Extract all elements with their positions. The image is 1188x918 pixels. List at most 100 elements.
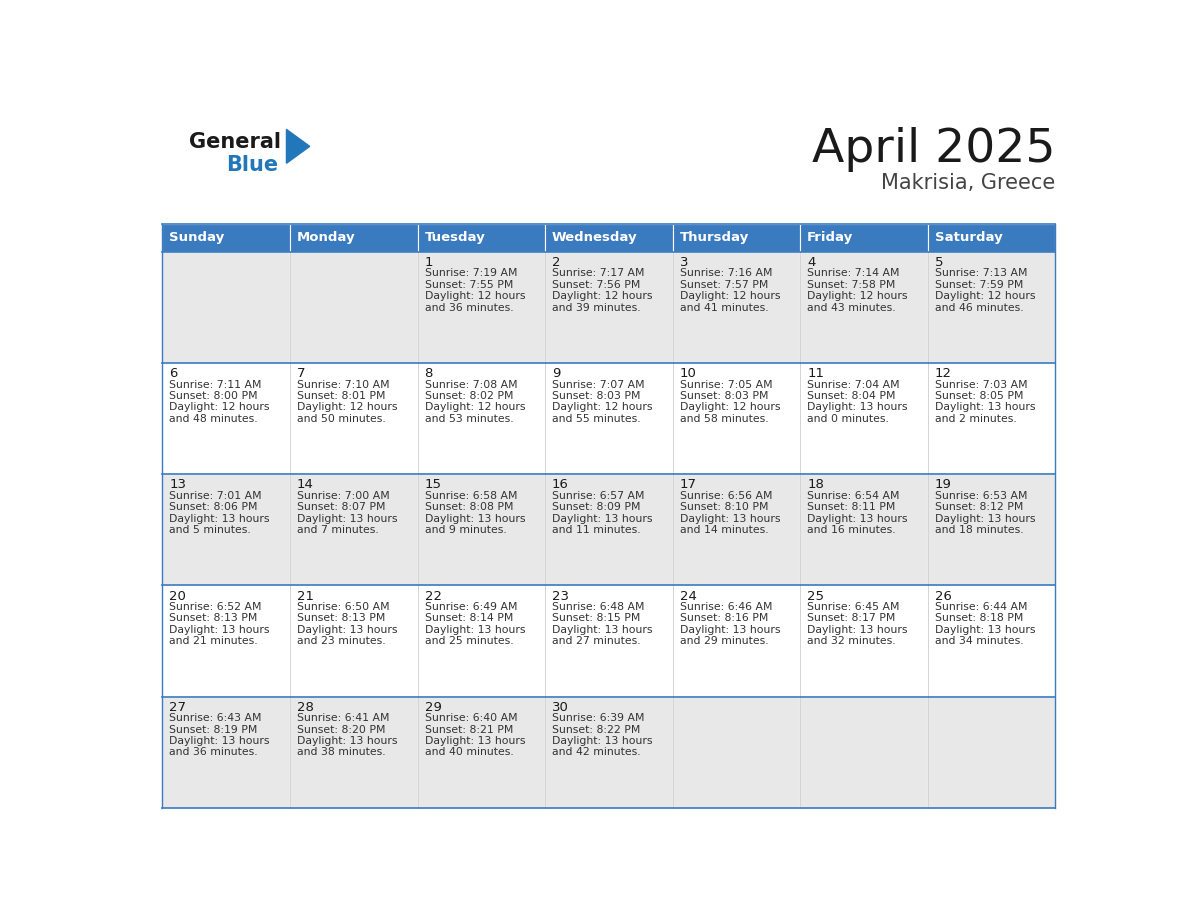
Text: Sunrise: 7:19 AM: Sunrise: 7:19 AM	[424, 268, 517, 278]
Text: 11: 11	[807, 367, 824, 380]
Text: 7: 7	[297, 367, 305, 380]
Bar	[545, 475, 672, 586]
Text: Daylight: 12 hours: Daylight: 12 hours	[935, 291, 1035, 301]
Bar	[290, 475, 417, 586]
Text: Sunset: 8:00 PM: Sunset: 8:00 PM	[170, 391, 258, 401]
Text: 10: 10	[680, 367, 696, 380]
Text: 1: 1	[424, 256, 432, 269]
Text: Sunset: 7:55 PM: Sunset: 7:55 PM	[424, 280, 513, 290]
Text: Daylight: 12 hours: Daylight: 12 hours	[552, 291, 652, 301]
Bar	[672, 252, 801, 363]
Text: Daylight: 13 hours: Daylight: 13 hours	[297, 625, 398, 634]
Text: Sunset: 8:10 PM: Sunset: 8:10 PM	[680, 502, 769, 512]
Text: 13: 13	[170, 478, 187, 491]
Bar	[417, 475, 545, 586]
Text: Sunset: 8:05 PM: Sunset: 8:05 PM	[935, 391, 1023, 401]
Text: and 43 minutes.: and 43 minutes.	[807, 303, 896, 313]
Text: and 48 minutes.: and 48 minutes.	[170, 414, 258, 424]
Text: Sunrise: 7:05 AM: Sunrise: 7:05 AM	[680, 379, 772, 389]
Text: Daylight: 12 hours: Daylight: 12 hours	[807, 291, 908, 301]
Text: and 38 minutes.: and 38 minutes.	[297, 747, 386, 757]
Text: 14: 14	[297, 478, 314, 491]
Text: and 2 minutes.: and 2 minutes.	[935, 414, 1017, 424]
Polygon shape	[286, 129, 310, 163]
Bar	[801, 252, 928, 363]
Text: and 29 minutes.: and 29 minutes.	[680, 636, 769, 646]
Bar	[163, 697, 290, 808]
Text: Daylight: 13 hours: Daylight: 13 hours	[807, 402, 908, 412]
Text: Daylight: 12 hours: Daylight: 12 hours	[680, 291, 781, 301]
Text: Daylight: 13 hours: Daylight: 13 hours	[680, 513, 781, 523]
Text: and 53 minutes.: and 53 minutes.	[424, 414, 513, 424]
Text: Sunrise: 7:14 AM: Sunrise: 7:14 AM	[807, 268, 899, 278]
Text: 27: 27	[170, 700, 187, 714]
Text: 24: 24	[680, 589, 696, 602]
Text: and 46 minutes.: and 46 minutes.	[935, 303, 1023, 313]
Text: Sunrise: 7:04 AM: Sunrise: 7:04 AM	[807, 379, 899, 389]
Text: Makrisia, Greece: Makrisia, Greece	[881, 174, 1055, 194]
Text: Sunset: 8:13 PM: Sunset: 8:13 PM	[297, 613, 385, 623]
Text: Sunrise: 7:07 AM: Sunrise: 7:07 AM	[552, 379, 645, 389]
Text: Sunset: 8:20 PM: Sunset: 8:20 PM	[297, 724, 385, 734]
Bar	[928, 363, 1055, 475]
Text: General: General	[189, 131, 280, 151]
Text: Daylight: 13 hours: Daylight: 13 hours	[935, 402, 1035, 412]
Text: Sunset: 8:04 PM: Sunset: 8:04 PM	[807, 391, 896, 401]
Bar	[928, 586, 1055, 697]
Text: Sunrise: 6:46 AM: Sunrise: 6:46 AM	[680, 602, 772, 612]
Text: 6: 6	[170, 367, 178, 380]
Bar	[545, 586, 672, 697]
Text: and 16 minutes.: and 16 minutes.	[807, 525, 896, 535]
Text: April 2025: April 2025	[811, 127, 1055, 172]
Text: 19: 19	[935, 478, 952, 491]
Text: Sunrise: 6:56 AM: Sunrise: 6:56 AM	[680, 491, 772, 501]
Text: Tuesday: Tuesday	[424, 231, 485, 244]
Text: Sunrise: 6:58 AM: Sunrise: 6:58 AM	[424, 491, 517, 501]
Text: and 5 minutes.: and 5 minutes.	[170, 525, 251, 535]
Text: and 11 minutes.: and 11 minutes.	[552, 525, 640, 535]
Text: Sunrise: 7:01 AM: Sunrise: 7:01 AM	[170, 491, 263, 501]
Bar	[163, 224, 290, 252]
Text: Daylight: 13 hours: Daylight: 13 hours	[552, 736, 652, 746]
Text: Sunset: 8:17 PM: Sunset: 8:17 PM	[807, 613, 896, 623]
Bar	[801, 697, 928, 808]
Text: Daylight: 12 hours: Daylight: 12 hours	[297, 402, 398, 412]
Bar	[672, 697, 801, 808]
Text: Sunrise: 6:45 AM: Sunrise: 6:45 AM	[807, 602, 899, 612]
Text: 16: 16	[552, 478, 569, 491]
Text: Sunrise: 6:44 AM: Sunrise: 6:44 AM	[935, 602, 1028, 612]
Text: Sunset: 8:22 PM: Sunset: 8:22 PM	[552, 724, 640, 734]
Text: Sunrise: 7:08 AM: Sunrise: 7:08 AM	[424, 379, 517, 389]
Text: 17: 17	[680, 478, 696, 491]
Bar	[290, 363, 417, 475]
Text: and 55 minutes.: and 55 minutes.	[552, 414, 640, 424]
Text: Sunrise: 7:03 AM: Sunrise: 7:03 AM	[935, 379, 1028, 389]
Text: Sunrise: 6:40 AM: Sunrise: 6:40 AM	[424, 713, 517, 723]
Text: 9: 9	[552, 367, 561, 380]
Text: Monday: Monday	[297, 231, 355, 244]
Bar	[672, 475, 801, 586]
Text: Sunset: 8:09 PM: Sunset: 8:09 PM	[552, 502, 640, 512]
Text: and 40 minutes.: and 40 minutes.	[424, 747, 513, 757]
Text: Sunset: 8:02 PM: Sunset: 8:02 PM	[424, 391, 513, 401]
Text: and 14 minutes.: and 14 minutes.	[680, 525, 769, 535]
Text: Daylight: 13 hours: Daylight: 13 hours	[552, 625, 652, 634]
Text: Sunset: 8:03 PM: Sunset: 8:03 PM	[552, 391, 640, 401]
Text: and 0 minutes.: and 0 minutes.	[807, 414, 889, 424]
Text: Daylight: 12 hours: Daylight: 12 hours	[680, 402, 781, 412]
Text: 15: 15	[424, 478, 442, 491]
Text: Friday: Friday	[807, 231, 853, 244]
Text: Daylight: 13 hours: Daylight: 13 hours	[297, 736, 398, 746]
Text: Sunset: 7:59 PM: Sunset: 7:59 PM	[935, 280, 1023, 290]
Text: Sunset: 8:01 PM: Sunset: 8:01 PM	[297, 391, 385, 401]
Bar	[417, 363, 545, 475]
Text: Sunset: 8:11 PM: Sunset: 8:11 PM	[807, 502, 896, 512]
Bar	[928, 224, 1055, 252]
Text: Sunset: 7:56 PM: Sunset: 7:56 PM	[552, 280, 640, 290]
Text: Daylight: 13 hours: Daylight: 13 hours	[424, 736, 525, 746]
Text: and 36 minutes.: and 36 minutes.	[424, 303, 513, 313]
Bar	[290, 224, 417, 252]
Text: Sunset: 8:13 PM: Sunset: 8:13 PM	[170, 613, 258, 623]
Text: Sunrise: 6:48 AM: Sunrise: 6:48 AM	[552, 602, 645, 612]
Text: Daylight: 13 hours: Daylight: 13 hours	[935, 625, 1035, 634]
